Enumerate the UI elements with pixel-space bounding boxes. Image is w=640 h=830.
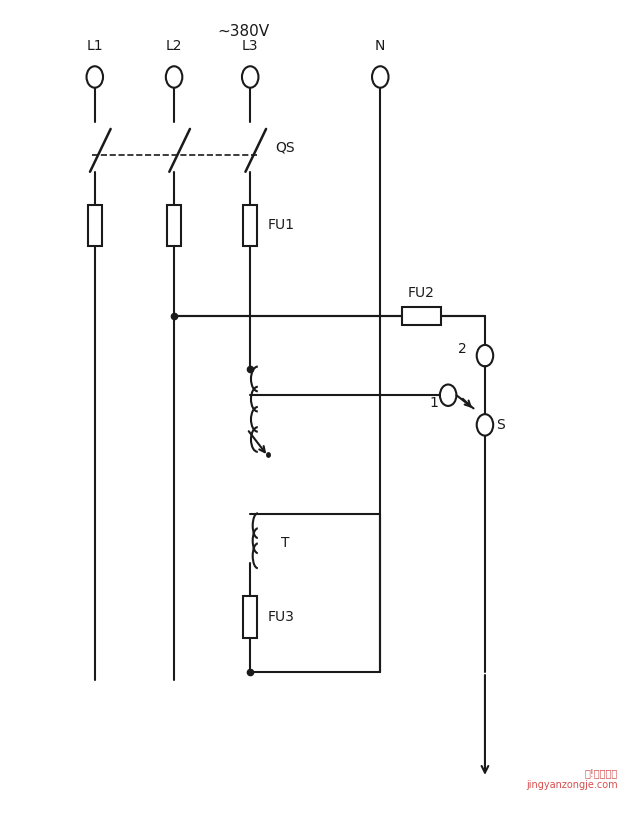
- Text: L3: L3: [242, 39, 259, 52]
- Text: FU3: FU3: [268, 610, 295, 624]
- Bar: [243, 597, 257, 637]
- Text: T: T: [281, 536, 289, 549]
- Text: FU1: FU1: [268, 218, 295, 232]
- Text: S: S: [497, 417, 505, 432]
- Bar: [167, 205, 181, 246]
- Bar: [88, 205, 102, 246]
- Bar: [243, 205, 257, 246]
- Text: L1: L1: [86, 39, 103, 52]
- Text: 1: 1: [430, 397, 438, 411]
- Text: L2: L2: [166, 39, 182, 52]
- Text: N: N: [375, 39, 385, 52]
- Text: FU2: FU2: [408, 286, 435, 300]
- Text: 输!经验总结
jingyanzongje.com: 输!经验总结 jingyanzongje.com: [527, 769, 618, 790]
- Text: ~380V: ~380V: [218, 24, 270, 39]
- Text: QS: QS: [276, 140, 295, 154]
- Bar: [403, 307, 440, 325]
- Text: 2: 2: [458, 342, 467, 356]
